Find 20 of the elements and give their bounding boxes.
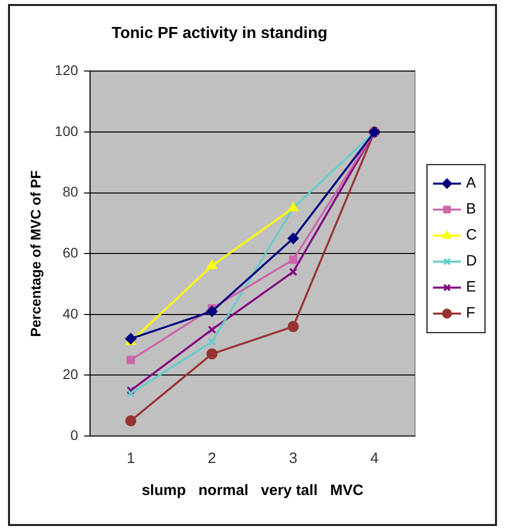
x-axis-title: slump normal very tall MVC [142,482,364,500]
x-tick-label: 2 [208,450,216,468]
y-tick-label: 40 [62,305,78,322]
y-tick-label: 80 [62,184,78,200]
y-tick-label: 120 [54,62,78,78]
chart-title: Tonic PF activity in standing [112,25,328,42]
legend-label: C [466,226,477,244]
y-tick-label: 100 [54,122,78,139]
y-tick-label: 0 [70,426,78,443]
y-tick-label: 20 [62,366,78,382]
legend-label: B [466,200,476,218]
y-tick-label: 60 [62,244,78,260]
x-tick-label: 1 [126,450,135,468]
legend-label: E [466,278,476,296]
legend-label: D [466,252,477,270]
x-tick-label: 3 [289,450,298,468]
legend-label: F [466,304,476,322]
legend-label: A [466,174,476,192]
x-tick-label: 4 [370,450,379,468]
y-axis-title: Percentage of MVC of PF [27,170,44,337]
